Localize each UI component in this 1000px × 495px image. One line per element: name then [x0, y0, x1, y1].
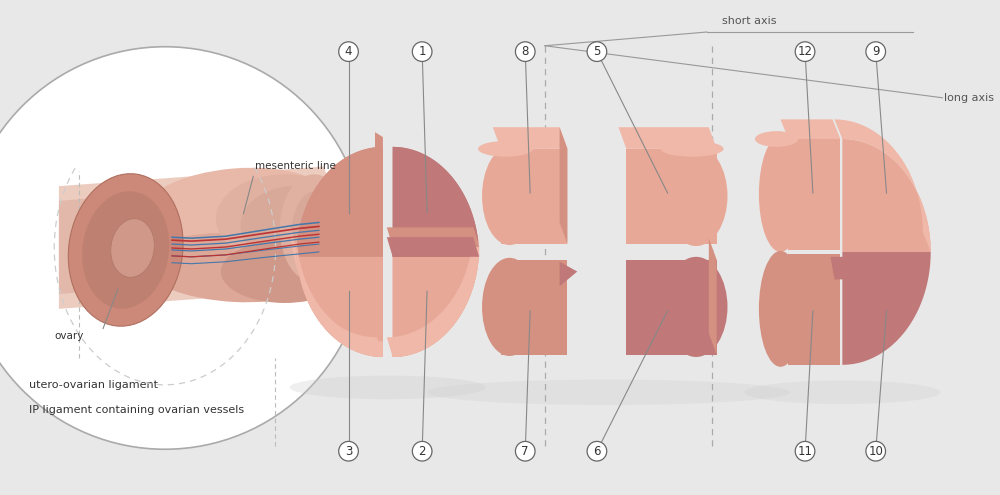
- Ellipse shape: [292, 191, 341, 274]
- Text: IP ligament containing ovarian vessels: IP ligament containing ovarian vessels: [29, 405, 245, 415]
- Polygon shape: [296, 231, 383, 357]
- Polygon shape: [393, 147, 479, 257]
- Polygon shape: [842, 139, 931, 252]
- Ellipse shape: [301, 253, 316, 276]
- Text: 3: 3: [345, 445, 352, 458]
- Polygon shape: [626, 149, 717, 244]
- Polygon shape: [709, 238, 717, 355]
- Ellipse shape: [478, 141, 533, 157]
- Ellipse shape: [216, 174, 353, 263]
- Ellipse shape: [744, 381, 941, 404]
- Polygon shape: [393, 247, 479, 357]
- Circle shape: [795, 442, 815, 461]
- Text: 11: 11: [798, 445, 813, 458]
- Ellipse shape: [482, 258, 537, 356]
- Polygon shape: [296, 247, 383, 357]
- Circle shape: [412, 442, 432, 461]
- Ellipse shape: [111, 219, 154, 277]
- Ellipse shape: [68, 174, 183, 326]
- Circle shape: [866, 42, 886, 61]
- Ellipse shape: [759, 136, 802, 252]
- Polygon shape: [296, 247, 383, 357]
- Polygon shape: [560, 262, 577, 286]
- Polygon shape: [834, 119, 931, 252]
- Polygon shape: [788, 139, 840, 250]
- Text: 9: 9: [872, 45, 879, 58]
- Text: mesenteric line: mesenteric line: [255, 161, 336, 171]
- Text: ovary: ovary: [54, 332, 83, 342]
- Ellipse shape: [317, 251, 331, 274]
- Ellipse shape: [82, 191, 169, 308]
- Text: utero-ovarian ligament: utero-ovarian ligament: [29, 380, 158, 390]
- Polygon shape: [393, 147, 479, 257]
- Text: 6: 6: [593, 445, 601, 458]
- Text: long axis: long axis: [944, 93, 994, 103]
- Text: 12: 12: [798, 45, 813, 58]
- Polygon shape: [387, 227, 479, 357]
- Text: short axis: short axis: [722, 16, 776, 26]
- Circle shape: [339, 42, 358, 61]
- Polygon shape: [501, 149, 567, 244]
- Ellipse shape: [280, 174, 349, 282]
- Ellipse shape: [427, 380, 790, 405]
- Text: 10: 10: [868, 445, 883, 458]
- Polygon shape: [842, 252, 931, 365]
- Ellipse shape: [290, 376, 486, 399]
- Polygon shape: [393, 231, 479, 357]
- Polygon shape: [393, 247, 479, 357]
- Circle shape: [515, 442, 535, 461]
- Ellipse shape: [665, 146, 727, 246]
- Polygon shape: [296, 147, 383, 257]
- Ellipse shape: [665, 257, 727, 357]
- Text: 2: 2: [418, 445, 426, 458]
- Ellipse shape: [759, 251, 802, 367]
- Text: 7: 7: [521, 445, 529, 458]
- Ellipse shape: [661, 141, 724, 157]
- Polygon shape: [493, 127, 567, 149]
- Polygon shape: [788, 254, 840, 365]
- Polygon shape: [387, 227, 479, 247]
- Circle shape: [0, 47, 366, 449]
- Polygon shape: [501, 260, 567, 355]
- Circle shape: [587, 42, 607, 61]
- Polygon shape: [560, 127, 567, 244]
- Ellipse shape: [241, 186, 349, 265]
- Polygon shape: [619, 127, 717, 149]
- Ellipse shape: [320, 247, 336, 269]
- Text: 5: 5: [593, 45, 601, 58]
- Text: 4: 4: [345, 45, 352, 58]
- Polygon shape: [59, 179, 334, 294]
- Ellipse shape: [296, 247, 312, 269]
- Polygon shape: [626, 260, 717, 355]
- Ellipse shape: [309, 256, 323, 279]
- Circle shape: [587, 442, 607, 461]
- Ellipse shape: [755, 131, 798, 147]
- Polygon shape: [375, 132, 383, 247]
- Circle shape: [515, 42, 535, 61]
- Polygon shape: [780, 119, 840, 139]
- Text: 8: 8: [522, 45, 529, 58]
- Polygon shape: [291, 227, 383, 357]
- Polygon shape: [59, 166, 339, 309]
- Circle shape: [866, 442, 886, 461]
- Polygon shape: [296, 147, 383, 257]
- Ellipse shape: [143, 168, 329, 244]
- Polygon shape: [79, 189, 312, 279]
- Ellipse shape: [142, 233, 329, 302]
- Text: 1: 1: [418, 45, 426, 58]
- Circle shape: [412, 42, 432, 61]
- Circle shape: [339, 442, 358, 461]
- Circle shape: [795, 42, 815, 61]
- Ellipse shape: [482, 147, 537, 245]
- Polygon shape: [831, 257, 854, 279]
- Polygon shape: [387, 237, 479, 257]
- Ellipse shape: [221, 240, 349, 303]
